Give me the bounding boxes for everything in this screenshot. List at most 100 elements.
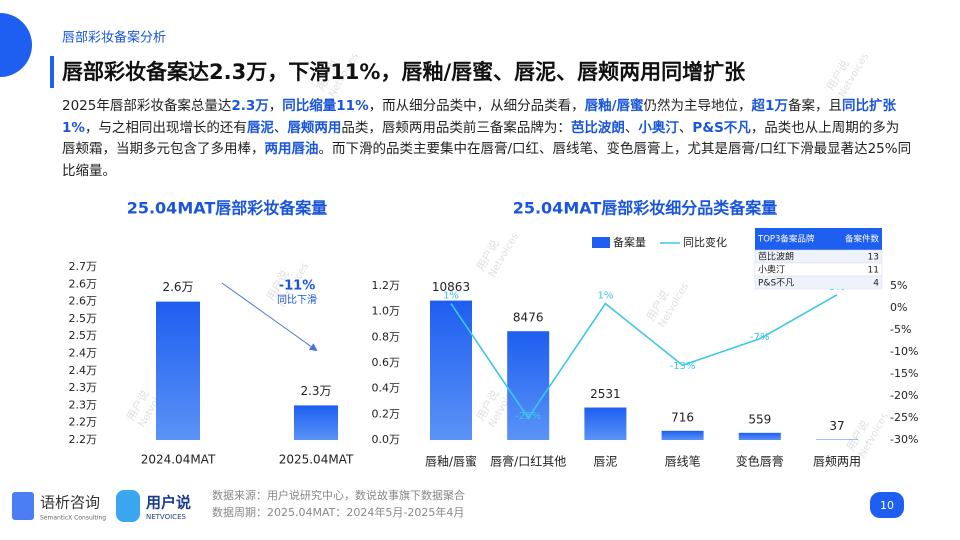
emphasis: 小奥汀	[638, 119, 679, 136]
emphasis: 超1万	[751, 98, 788, 114]
annotation: 同比下滑	[277, 294, 317, 306]
y-tick-label: 2.4万	[69, 364, 98, 377]
text: 备案，且	[787, 98, 842, 114]
text: ，	[268, 98, 283, 114]
y-tick-label: 2.4万	[69, 347, 98, 360]
bar	[294, 405, 338, 440]
y-tick-label: 2.3万	[69, 398, 98, 411]
y-tick-label: -10%	[890, 345, 918, 358]
emphasis: 同比缩量11%	[282, 98, 369, 114]
x-tick-label: 唇颊两用	[813, 455, 861, 469]
table-cell: 芭比波朗	[758, 251, 794, 263]
y-tick-label: 0.2万	[372, 407, 401, 420]
text: ，而从细分品类中，从细分品类看，	[368, 98, 585, 114]
y-tick-label: 0.4万	[372, 382, 401, 395]
table-head: TOP3备案品牌	[757, 234, 815, 245]
decor	[0, 13, 32, 77]
logo-sub: NETVOICES	[146, 513, 186, 521]
y-tick-label: -30%	[890, 433, 918, 446]
value-label: 716	[671, 410, 694, 424]
logo: 语析咨询	[40, 494, 100, 512]
legend-label: 备案量	[613, 235, 646, 249]
value-label: 2.3万	[300, 384, 331, 398]
emphasis: 2.3万	[231, 98, 269, 114]
value-label: 2531	[590, 387, 621, 401]
y-tick-label: 0.0万	[372, 433, 401, 446]
source: 数据来源：用户说研究中心，数说故事旗下数据聚合	[212, 488, 465, 502]
y-tick-label: 2.2万	[69, 416, 98, 429]
y-tick-label: 2.6万	[69, 295, 98, 308]
x-tick-label: 变色唇膏	[736, 454, 784, 469]
y-tick-label: -5%	[890, 323, 911, 336]
y-tick-label: -20%	[890, 389, 918, 402]
logo-icon	[116, 490, 140, 522]
emphasis: P&S不凡	[692, 119, 751, 136]
value-label: 10863	[432, 280, 470, 294]
chart-title: 25.04MAT唇部彩妆细分品类备案量	[513, 199, 778, 218]
y-tick-label: 1.0万	[372, 305, 401, 318]
emphasis: 唇泥	[246, 119, 274, 136]
text: 。而下滑的品类主要集中在唇膏/口红、唇线笔、变色唇膏上，尤其是唇膏/口红下滑最显…	[62, 141, 912, 179]
text: 仍然为主导地位，	[643, 98, 752, 114]
y-tick-label: -25%	[890, 411, 918, 424]
y-tick-label: 1.2万	[372, 279, 401, 292]
value-label: 559	[748, 412, 771, 426]
text: 品类，唇颊两用品类前三备案品牌为：	[341, 119, 571, 136]
logo-icon	[12, 492, 34, 520]
y-tick-label: -15%	[890, 367, 918, 380]
value-label: 8476	[513, 311, 544, 325]
bar	[584, 407, 627, 440]
text: ，与之相同出现增长的还有	[84, 119, 247, 136]
line-label: -7%	[750, 332, 769, 343]
period: 数据周期：2025.04MAT：2024年5月-2025年4月	[212, 505, 464, 519]
y-tick-label: 0.8万	[372, 330, 401, 343]
y-tick-label: 2.5万	[69, 329, 98, 342]
accent	[50, 56, 54, 88]
emphasis: 两用唇油	[264, 141, 319, 157]
legend-label: 同比变化	[683, 235, 727, 249]
x-tick-label: 唇釉/唇蜜	[425, 454, 477, 469]
logo: 用户说	[146, 494, 191, 512]
x-tick-label: 2024.04MAT	[141, 453, 216, 467]
text: 、	[624, 119, 639, 136]
legend-swatch	[592, 237, 610, 248]
x-tick-label: 2025.04MAT	[279, 453, 354, 467]
table-head: 备案件数	[845, 234, 880, 245]
paragraph: 2025年唇部彩妆备案总量达2.3万，同比缩量11%，而从细分品类中，从细分品类…	[62, 96, 912, 182]
bar	[156, 301, 200, 440]
table-cell: 4	[873, 279, 879, 289]
table-cell: P&S不凡	[758, 278, 794, 289]
line	[450, 294, 838, 420]
page-number: 10	[880, 499, 894, 512]
emphasis: 芭比波朗	[570, 119, 625, 136]
annotation: -11%	[279, 279, 316, 294]
line-label: 1%	[443, 291, 459, 302]
x-tick-label: 唇泥	[593, 455, 617, 469]
table-row	[754, 275, 883, 290]
text: 、	[273, 119, 288, 136]
emphasis: 同比扩张1%	[62, 98, 896, 136]
logo-sub: SemanticX Consulting	[40, 515, 106, 522]
table-cell: 11	[868, 266, 879, 276]
bar	[738, 432, 781, 440]
text: ，品类也从上周期的多为唇颊霜，当期多元包含了多用棒，	[62, 119, 900, 158]
line-label: -25%	[515, 411, 541, 422]
y-tick-label: 2.6万	[69, 277, 98, 290]
bar	[661, 430, 704, 440]
title: 唇部彩妆备案达2.3万，下滑11%，唇釉/唇蜜、唇泥、唇颊两用同增扩张	[62, 60, 746, 84]
page-badge	[870, 492, 904, 518]
section: 唇部彩妆备案分析	[62, 30, 166, 46]
x-tick-label: 唇线笔	[665, 454, 701, 469]
text: 、	[678, 119, 693, 136]
value-label: 2.6万	[162, 280, 193, 294]
y-tick-label: 2.3万	[69, 381, 98, 394]
line-label: -13%	[670, 361, 696, 372]
y-tick-label: 2.2万	[69, 433, 98, 446]
table-header	[755, 228, 882, 250]
table-cell: 小奥汀	[758, 264, 785, 276]
